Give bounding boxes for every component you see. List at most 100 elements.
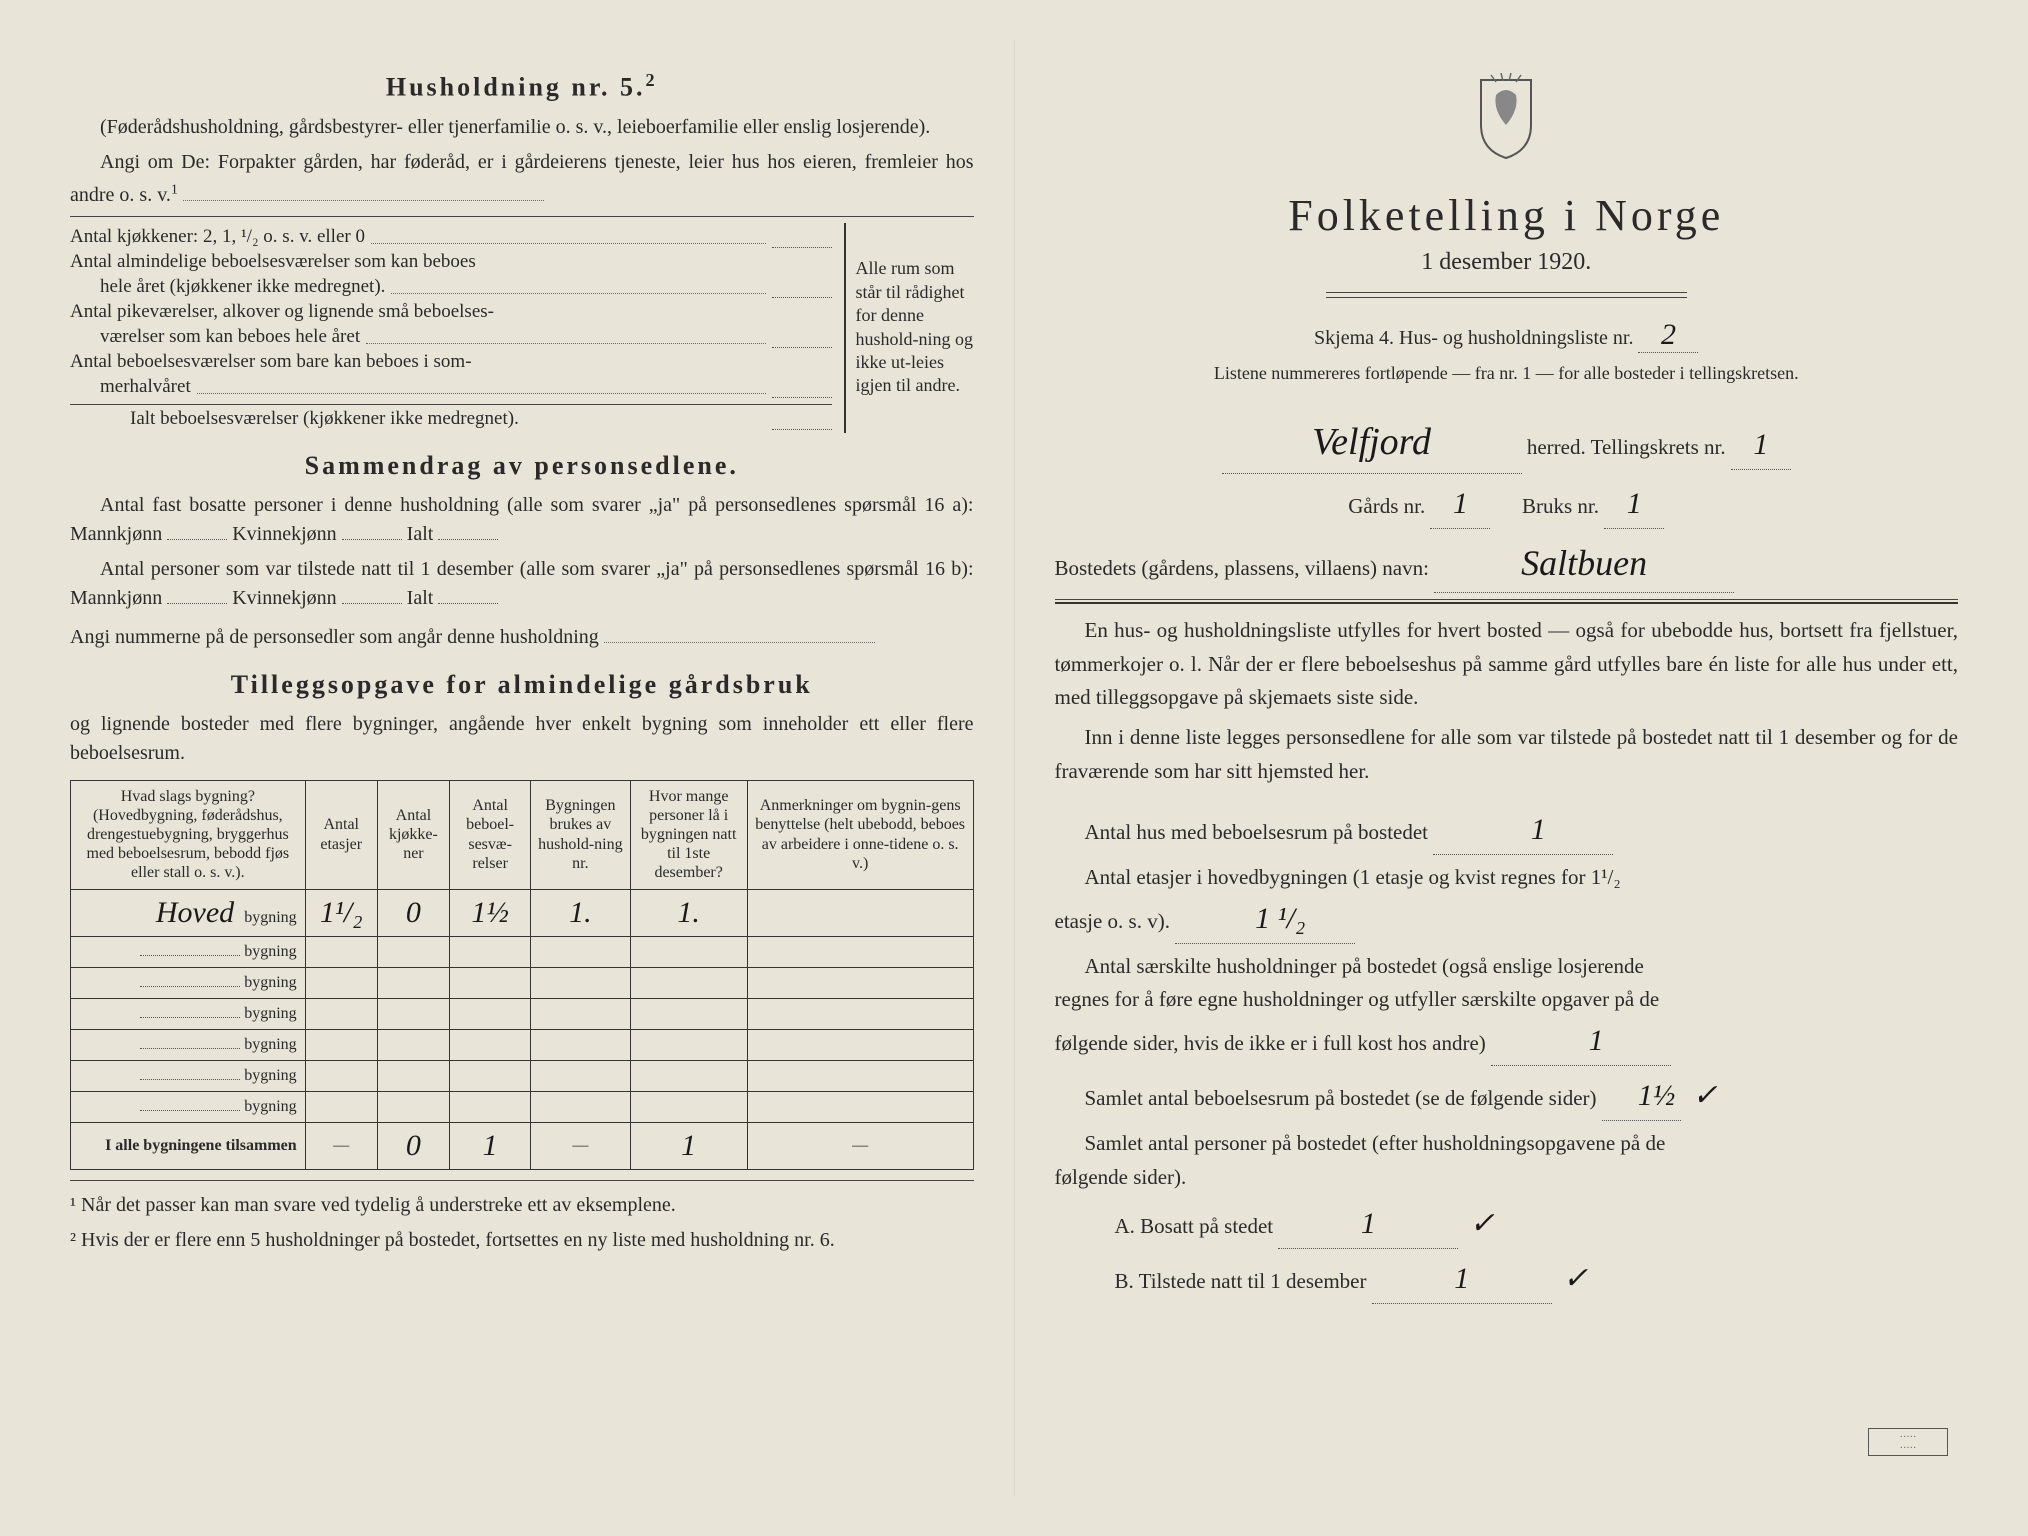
row-anm <box>747 1060 973 1091</box>
row-anm <box>747 889 973 936</box>
table-header-row: Hvad slags bygning? (Hovedbygning, føder… <box>71 780 974 889</box>
qA-check: ✓ <box>1464 1207 1501 1240</box>
room-row-2b: hele året (kjøkkener ikke medregnet). <box>70 276 832 298</box>
bosted-label: Bostedets (gårdens, plassens, villaens) … <box>1055 556 1429 580</box>
summary-p1: Antal fast bosatte personer i denne hush… <box>70 491 974 549</box>
q1-line: Antal hus med beboelsesrum på bostedet 1 <box>1055 806 1959 855</box>
gards-nr: 1 <box>1430 480 1490 529</box>
row-pers: 1. <box>630 889 747 936</box>
table-row: bygning <box>71 1060 974 1091</box>
total-hush: — <box>531 1122 630 1169</box>
bruks-nr: 1 <box>1604 480 1664 529</box>
room-row-2a: Antal almindelige beboelsesværelser som … <box>70 251 832 273</box>
row-bebo <box>450 1029 531 1060</box>
summary-kv2: Kvinnekjønn <box>232 587 336 609</box>
row-bebo <box>450 1060 531 1091</box>
total-kjokken: 0 <box>377 1122 449 1169</box>
row-etasjer <box>305 1029 377 1060</box>
row-pers <box>630 967 747 998</box>
liste-nr: 2 <box>1638 318 1698 353</box>
q1-label: Antal hus med beboelsesrum på bostedet <box>1085 820 1429 844</box>
rooms-left: Antal kjøkkener: 2, 1, ¹/₂ o. s. v. elle… <box>70 223 832 433</box>
building-table: Hvad slags bygning? (Hovedbygning, føder… <box>70 780 974 1170</box>
row-type: bygning <box>71 1029 306 1060</box>
skjema-label: Skjema 4. Hus- og husholdningsliste nr. <box>1314 327 1633 349</box>
room-r2a: Antal almindelige beboelsesværelser som … <box>70 251 476 273</box>
row-bebo <box>450 936 531 967</box>
row-type: bygning <box>71 967 306 998</box>
total-anm: — <box>747 1122 973 1169</box>
row-type: bygning <box>71 1060 306 1091</box>
summary-ialt1: Ialt <box>407 523 434 545</box>
coat-of-arms-icon <box>1471 70 1541 160</box>
table-row: bygning <box>71 1091 974 1122</box>
summary-ialt2: Ialt <box>407 587 434 609</box>
row-kjokken <box>377 936 449 967</box>
row-hush <box>531 1091 630 1122</box>
footnote-2: ² Hvis der er flere enn 5 husholdninger … <box>70 1226 974 1255</box>
footnotes: ¹ Når det passer kan man svare ved tydel… <box>70 1191 974 1255</box>
room-r3a: Antal pikeværelser, alkover og lignende … <box>70 301 494 323</box>
bruks-label: Bruks nr. <box>1522 494 1599 518</box>
room-r1: Antal kjøkkener: 2, 1, ¹/₂ o. s. v. elle… <box>70 226 365 248</box>
row-type: bygning <box>71 936 306 967</box>
row-etasjer <box>305 998 377 1029</box>
qA-label: A. Bosatt på stedet <box>1115 1214 1274 1238</box>
row-kjokken: 0 <box>377 889 449 936</box>
qB-label: B. Tilstede natt til 1 desember <box>1115 1269 1367 1293</box>
th-2: Antal kjøkke-ner <box>377 780 449 889</box>
summary-heading: Sammendrag av personsedlene. <box>70 451 974 481</box>
row-etasjer <box>305 1060 377 1091</box>
row-hush: 1. <box>531 889 630 936</box>
bosted-line: Bostedets (gårdens, plassens, villaens) … <box>1055 535 1959 594</box>
rooms-side-note: Alle rum som står til rådighet for denne… <box>844 223 974 433</box>
qB-value: 1 <box>1372 1255 1552 1304</box>
room-r3b: værelser som kan beboes hele året <box>70 326 360 348</box>
row-hush <box>531 967 630 998</box>
row-etasjer <box>305 936 377 967</box>
household-heading-text: Husholdning nr. 5. <box>386 73 646 102</box>
household-desc: (Føderådshusholdning, gårdsbestyrer- ell… <box>70 113 974 142</box>
row-etasjer <box>305 967 377 998</box>
row-kjokken <box>377 1091 449 1122</box>
rooms-block: Antal kjøkkener: 2, 1, ¹/₂ o. s. v. elle… <box>70 223 974 433</box>
q5a: Samlet antal personer på bostedet (efter… <box>1085 1131 1666 1155</box>
household-heading-sup: 2 <box>646 70 658 90</box>
household-prompt: Angi om De: Forpakter gården, har føderå… <box>70 148 974 210</box>
row-hush <box>531 1060 630 1091</box>
tillegg-desc: og lignende bosteder med flere bygninger… <box>70 710 974 768</box>
row-bebo: 1½ <box>450 889 531 936</box>
row-hush <box>531 936 630 967</box>
room-row-5: Ialt beboelsesværelser (kjøkkener ikke m… <box>70 408 832 430</box>
qA-value: 1 <box>1278 1200 1458 1249</box>
row-kjokken <box>377 1060 449 1091</box>
th-5: Hvor mange personer lå i bygningen natt … <box>630 780 747 889</box>
row-bebo <box>450 1091 531 1122</box>
q3-line: Antal særskilte husholdninger på bostede… <box>1055 950 1959 1066</box>
q3c: følgende sider, hvis de ikke er i full k… <box>1055 1031 1486 1055</box>
gards-label: Gårds nr. <box>1348 494 1425 518</box>
blank-line <box>183 177 544 201</box>
q4-label: Samlet antal beboelsesrum på bostedet (s… <box>1085 1086 1597 1110</box>
household-prompt-sup: 1 <box>171 182 178 197</box>
q3a: Antal særskilte husholdninger på bostede… <box>1085 954 1644 978</box>
row-type: bygning <box>71 998 306 1029</box>
row-hush <box>531 998 630 1029</box>
row-kjokken <box>377 967 449 998</box>
main-date: 1 desember 1920. <box>1055 249 1959 276</box>
th-0: Hvad slags bygning? (Hovedbygning, føder… <box>71 780 306 889</box>
footnote-1: ¹ Når det passer kan man svare ved tydel… <box>70 1191 974 1220</box>
skjema-line: Skjema 4. Hus- og husholdningsliste nr. … <box>1055 318 1959 353</box>
summary-p2-text: Antal personer som var tilstede natt til… <box>70 558 974 609</box>
room-r2b: hele året (kjøkkener ikke medregnet). <box>70 276 385 298</box>
q1-value: 1 <box>1433 806 1613 855</box>
row-pers <box>630 936 747 967</box>
row-pers <box>630 1029 747 1060</box>
th-4: Bygningen brukes av hushold-ning nr. <box>531 780 630 889</box>
q4-check: ✓ <box>1687 1079 1724 1112</box>
th-3: Antal beboel-sesvæ-relser <box>450 780 531 889</box>
q2a: Antal etasjer i hovedbygningen (1 etasje… <box>1085 865 1621 889</box>
summary-p1-text: Antal fast bosatte personer i denne hush… <box>70 494 974 545</box>
room-row-4b: merhalvåret <box>70 376 832 398</box>
table-row: bygning <box>71 998 974 1029</box>
